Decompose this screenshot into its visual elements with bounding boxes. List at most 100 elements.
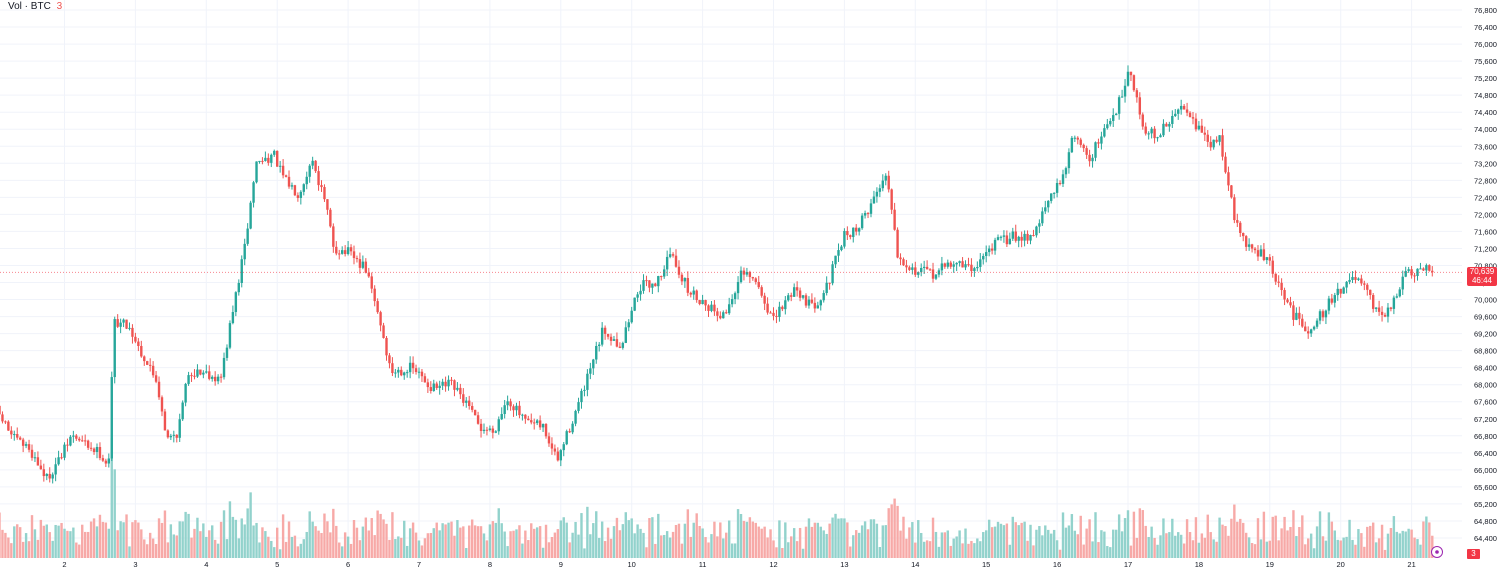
candle-body	[1191, 117, 1195, 119]
candle-body	[1277, 281, 1280, 283]
volume-bar	[512, 530, 515, 558]
volume-bar	[615, 517, 619, 558]
candle-body	[1073, 137, 1077, 139]
candle-body	[559, 450, 562, 461]
volume-bar	[955, 536, 958, 558]
candle-body	[964, 264, 967, 268]
y-tick-label: 76,000	[1474, 40, 1497, 49]
volume-bar	[1324, 540, 1328, 558]
candle-body	[1212, 139, 1215, 148]
candle-body	[116, 319, 119, 327]
candle-body	[1194, 118, 1198, 130]
volume-bar	[831, 517, 834, 558]
volume-bar	[657, 513, 660, 558]
candle-body	[1419, 268, 1422, 270]
candle-body	[24, 444, 28, 446]
candle-body	[104, 460, 108, 464]
volume-bar	[355, 527, 359, 558]
volume-bar	[382, 519, 385, 558]
time-axis[interactable]: 2 3 4 5 6 7 8 9 10 11 12 13 14 15 16 17 18 19 20 21	[62, 560, 1415, 569]
y-tick-label: 65,200	[1474, 500, 1497, 509]
y-tick-label: 64,800	[1474, 517, 1497, 526]
candle-body	[1049, 193, 1053, 201]
candle-body	[654, 283, 657, 287]
candle-body	[1422, 268, 1425, 271]
candle-body	[745, 271, 749, 275]
volume-bar	[1094, 512, 1097, 558]
y-tick-label: 72,000	[1474, 210, 1497, 219]
volume-bar	[795, 541, 799, 558]
volume-legend[interactable]: Vol · BTC 3	[8, 1, 62, 12]
candle-body	[394, 372, 397, 374]
price-axis[interactable]: 76,800 76,400 76,000 75,600 75,200 74,800 74,4…	[1474, 6, 1497, 543]
candle-body	[1085, 148, 1088, 155]
x-tick-label: 18	[1195, 560, 1203, 569]
volume-bar	[1312, 548, 1316, 558]
candle-body	[1106, 124, 1109, 129]
candle-body	[1135, 90, 1139, 98]
candle-body	[293, 185, 297, 196]
volume-bar	[213, 539, 217, 558]
volume-bar	[243, 524, 246, 558]
y-tick-label: 65,600	[1474, 483, 1497, 492]
volume-bar	[1330, 521, 1334, 558]
volume-bar	[33, 529, 37, 558]
candle-body	[367, 272, 370, 277]
volume-bar	[397, 536, 400, 558]
candle-body	[1017, 236, 1020, 241]
volume-bar	[1386, 533, 1390, 558]
candle-body	[352, 251, 356, 259]
y-tick-label: 67,200	[1474, 415, 1497, 424]
candle-body	[612, 339, 616, 341]
candle-body	[470, 406, 474, 410]
volume-bar	[48, 532, 51, 558]
candle-body	[550, 443, 554, 449]
candle-body	[1038, 223, 1041, 227]
x-tick-label: 21	[1407, 560, 1415, 569]
candle-body	[801, 295, 805, 298]
candle-body	[1200, 125, 1204, 133]
volume-bar	[281, 514, 285, 558]
volume-bar	[996, 521, 1000, 558]
candle-body	[468, 400, 471, 407]
y-tick-label: 69,600	[1474, 313, 1497, 322]
x-tick-label: 9	[559, 560, 563, 569]
candle-body	[57, 457, 60, 465]
candle-body	[798, 290, 802, 298]
candle-body	[940, 263, 944, 271]
x-tick-label: 4	[204, 560, 208, 569]
volume-bar	[1197, 542, 1201, 558]
volume-bar	[813, 522, 817, 558]
volume-bar	[225, 539, 229, 558]
volume-bar	[246, 508, 249, 558]
candle-body	[937, 270, 941, 275]
candle-body	[175, 434, 178, 438]
replay-icon[interactable]	[1431, 546, 1443, 558]
candles	[0, 65, 1434, 484]
volume-bar	[1250, 543, 1254, 558]
candle-body	[843, 230, 846, 247]
volume-bar	[1431, 535, 1434, 558]
volume-bar	[1052, 529, 1056, 558]
volume-bar	[320, 533, 323, 558]
volume-bar	[958, 530, 961, 558]
candle-body	[1177, 109, 1180, 114]
candle-body	[1014, 231, 1017, 241]
candle-body	[1342, 287, 1345, 294]
volume-bar	[476, 526, 480, 558]
volume-bar	[54, 524, 57, 558]
volume-bar	[441, 523, 444, 558]
volume-bar	[668, 537, 672, 558]
candle-body	[193, 375, 196, 377]
volume-bar	[642, 532, 645, 558]
volume-bar	[143, 539, 146, 558]
x-tick-label: 17	[1124, 560, 1132, 569]
volume-bar	[349, 543, 353, 558]
candle-body	[639, 290, 642, 295]
volume-bar	[1345, 536, 1348, 558]
candle-body	[228, 323, 232, 348]
candle-body	[657, 276, 660, 287]
volume-bar	[1112, 529, 1115, 558]
